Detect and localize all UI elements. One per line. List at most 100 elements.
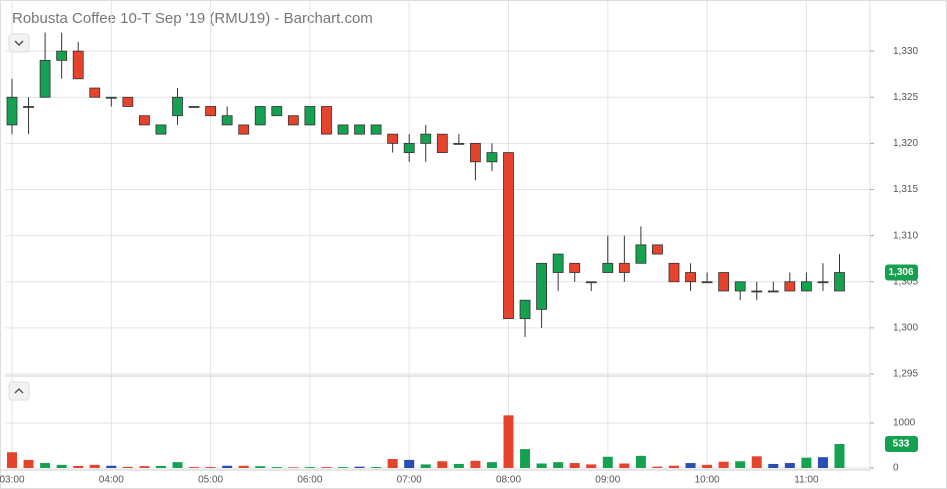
candle-body [486,152,498,163]
candle-body [321,106,332,135]
candle-body [453,142,465,145]
volume-bar [536,463,547,468]
candle-body [89,87,101,98]
candle-body [387,133,399,144]
candle-body [569,262,581,273]
candle-body [105,96,117,99]
button-box[interactable] [8,381,30,401]
x-tick-label: 05:00 [198,475,223,486]
candle-body [519,299,531,320]
candle-body [172,96,183,117]
candle-body [701,281,713,284]
volume-bar [619,463,630,468]
x-tick-label: 08:00 [496,475,521,486]
volume-bar [685,463,696,468]
candle-body [834,272,845,292]
candle-body [618,262,630,273]
candle-body [503,152,514,320]
candle-body [287,115,299,126]
y-tick-label: 1,300 [893,323,918,334]
candle-body [817,281,829,284]
current-price-label: 1,306 [888,267,913,278]
candle-body [188,106,200,108]
volume-bar [122,466,133,468]
candle-body [370,124,382,135]
volume-bar [784,463,795,468]
candle-body [718,272,730,292]
volume-bar [702,464,713,468]
volume-bar [437,461,448,468]
y-tick-label: 1000 [893,418,916,429]
volume-bar [255,466,266,468]
candle-body [221,115,233,126]
volume-bar [751,456,762,468]
candle-body [238,124,250,135]
candle-body [56,50,68,61]
volume-bar [106,465,117,468]
volume-bar [420,464,431,468]
volume-bar [470,460,481,468]
current-volume-label: 533 [893,439,910,450]
y-tick-label: 1,295 [893,369,918,380]
x-tick-label: 06:00 [297,475,322,486]
volume-bar [801,457,812,468]
candle-body [801,281,812,292]
volume-bar [768,463,779,468]
candle-body [304,106,316,126]
candle-body [155,124,167,135]
volume-bar [586,464,597,468]
volume-bar [238,465,249,468]
volume-bar [172,462,183,468]
candle-body [635,244,647,264]
volume-bar [735,461,746,468]
volume-bar [652,466,663,468]
volume-bar [602,456,613,468]
candle-body [354,124,365,135]
x-tick-label: 11:00 [794,475,819,486]
volume-bar [40,463,51,468]
candle-body [39,59,51,98]
x-tick-label: 03:00 [0,475,25,486]
volume-bar [338,467,348,468]
volume-bar [453,463,464,468]
volume-bar [669,465,679,468]
x-tick-label: 07:00 [397,475,422,486]
candle-body [420,133,432,144]
button-box[interactable] [8,33,30,53]
candle-body [784,281,796,292]
y-tick-label: 1,305 [893,276,918,287]
y-tick-label: 1,330 [893,46,918,57]
volume-bar [354,466,365,468]
y-tick-label: 1,315 [893,184,918,195]
y-tick-label: 1,320 [893,138,918,149]
candle-body [552,253,564,273]
candle-body [138,115,150,126]
x-tick-label: 10:00 [695,475,720,486]
volume-bar [271,467,282,468]
volume-bar [718,461,729,468]
y-tick-label: 0 [893,463,899,474]
volume-bar [404,459,415,468]
volume-bar [834,444,845,468]
candle-body [6,96,18,126]
volume-bar [321,467,332,468]
collapse-button[interactable] [8,33,30,53]
volume-bar [304,467,315,468]
x-tick-label: 04:00 [99,475,124,486]
volume-bar [222,465,233,468]
expand-button[interactable] [8,381,30,401]
candle-body [436,133,448,153]
volume-bar [520,449,531,468]
y-tick-label: 1,310 [893,230,918,241]
volume-bar [205,467,216,468]
current-volume-box [885,436,918,453]
candle-body [767,290,779,293]
candle-body [469,142,481,163]
volume-bar [139,466,150,468]
candle-body [205,106,217,117]
candle-body [751,290,763,293]
y-tick-label: 1,325 [893,92,918,103]
chevron-icon [14,387,24,394]
